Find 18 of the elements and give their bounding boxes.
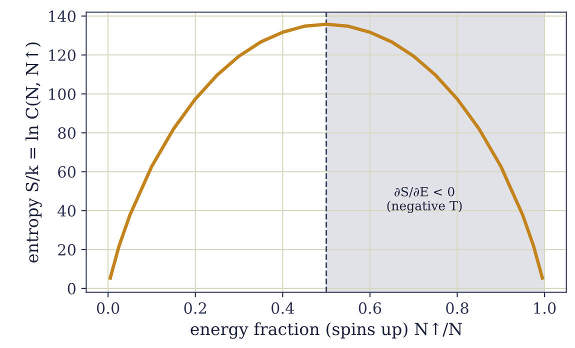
x-tick-label: 0.2 xyxy=(184,302,206,314)
line-series xyxy=(108,22,544,280)
y-tick-label: 0 xyxy=(68,282,76,294)
x-tick-label: 0.8 xyxy=(446,302,468,314)
x-tick-label: 0.6 xyxy=(358,302,382,314)
x-axis-title: energy fraction (spins up) N↑/N xyxy=(190,322,462,339)
y-tick-label: 100 xyxy=(49,88,76,100)
x-tick-label: 0.4 xyxy=(272,302,294,314)
x-tick-label: 1.0 xyxy=(534,302,556,314)
x-tick-label: 0.0 xyxy=(96,302,120,314)
y-tick-label: 40 xyxy=(58,205,76,217)
y-tick-label: 80 xyxy=(58,127,76,139)
y-axis-title: entropy S/k = ln C(N, N↑) xyxy=(25,42,42,262)
y-tick-label: 140 xyxy=(49,10,76,22)
y-tick-label: 20 xyxy=(58,244,76,256)
band-label: ∂S/∂E < 0 (negative T) xyxy=(387,186,462,214)
y-tick-label: 120 xyxy=(49,49,76,61)
y-tick-label: 60 xyxy=(58,166,76,178)
